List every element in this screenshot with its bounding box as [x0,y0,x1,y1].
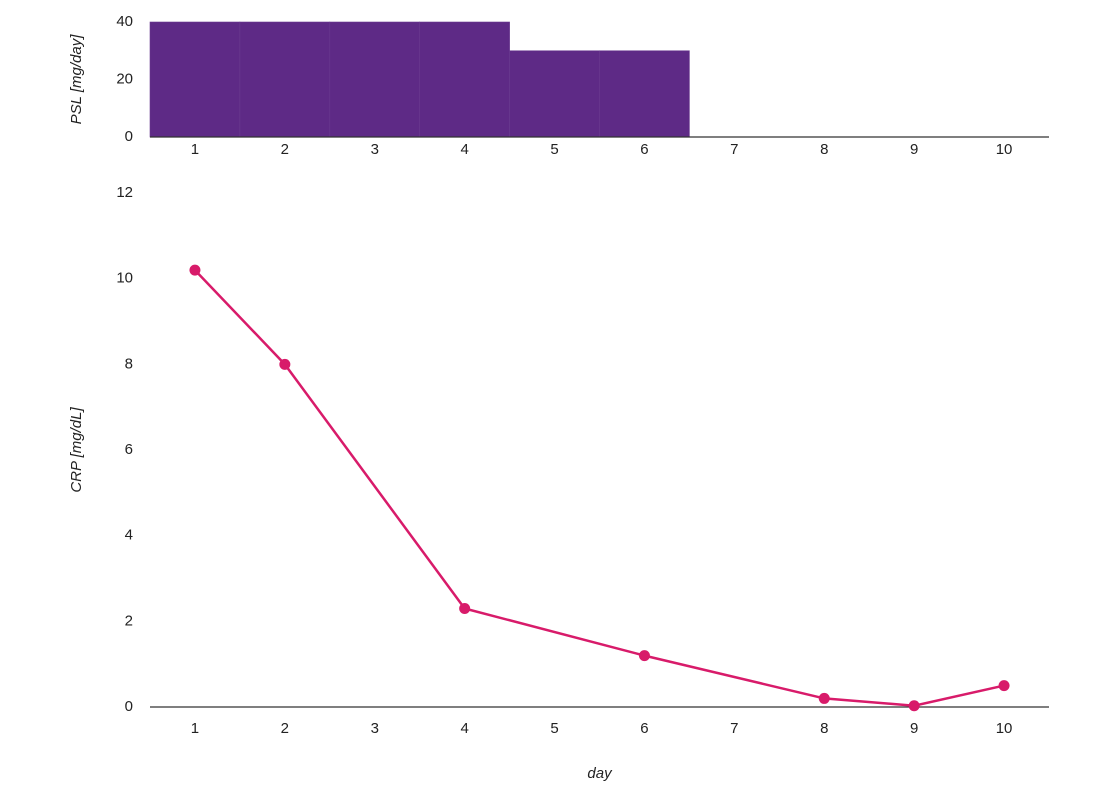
x-tick-label: 3 [371,720,379,737]
y-tick-label: 6 [125,441,133,458]
x-axis-title: day [587,765,613,782]
x-tick-label: 2 [281,720,289,737]
data-point [279,358,291,370]
data-point [189,264,201,276]
y-tick-label: 2 [125,612,133,629]
data-point [638,650,650,662]
bar [329,21,420,138]
y-axis-title: CRP [mg/dL] [68,407,85,493]
x-tick-label: 10 [996,141,1013,158]
x-tick-label: 6 [640,141,648,158]
bar [149,21,241,138]
y-tick-label: 0 [125,128,133,145]
y-tick-label: 12 [116,184,133,201]
x-tick-label: 2 [281,141,289,158]
x-tick-label: 4 [460,141,468,158]
y-tick-label: 0 [125,698,133,715]
bar [509,50,600,138]
x-tick-label: 3 [371,141,379,158]
data-point [908,700,920,712]
x-tick-label: 5 [550,720,558,737]
data-point [459,602,471,614]
x-tick-label: 6 [640,720,648,737]
x-tick-label: 4 [460,720,468,737]
bar [599,50,690,138]
x-tick-label: 1 [191,720,199,737]
x-tick-label: 5 [550,141,558,158]
x-tick-label: 8 [820,720,828,737]
x-tick-label: 7 [730,141,738,158]
y-tick-label: 20 [116,70,133,87]
x-tick-label: 9 [910,720,918,737]
x-tick-label: 9 [910,141,918,158]
y-axis-title: PSL [mg/day] [68,34,85,125]
x-tick-label: 7 [730,720,738,737]
bar [239,21,331,138]
data-line [194,269,1005,707]
x-tick-label: 1 [191,141,199,158]
data-point [998,680,1010,692]
y-tick-label: 40 [116,13,133,30]
bar [419,21,510,138]
x-tick-label: 10 [996,720,1013,737]
x-tick-label: 8 [820,141,828,158]
y-tick-label: 10 [116,270,133,287]
y-tick-label: 8 [125,355,133,372]
data-point [818,692,830,704]
y-tick-label: 4 [125,527,133,544]
